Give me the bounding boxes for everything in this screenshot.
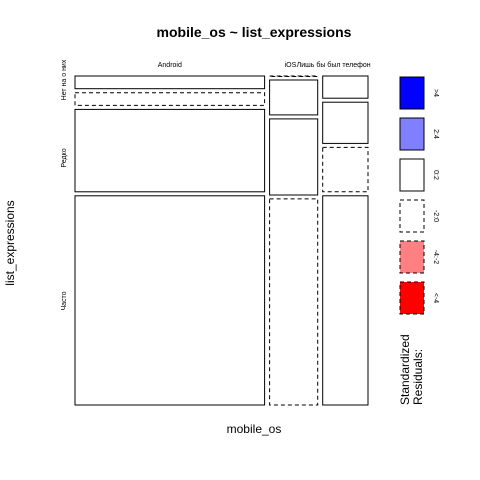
x-tick-label-лишь-бы-был-телефон: Лишь бы был телефон — [297, 61, 371, 69]
x-axis-label: mobile_os — [227, 422, 282, 436]
x-tick-label-android: Android — [158, 62, 182, 69]
legend-swatch-2 — [399, 117, 425, 151]
mosaic-cell-android-редко — [74, 108, 266, 193]
mosaic-cell-android-нет-на-о-них — [74, 92, 266, 106]
mosaic-cells — [74, 75, 369, 406]
legend-swatch-4 — [399, 199, 425, 233]
legend-label-2: 2:4 — [432, 129, 439, 139]
legend-swatch-1 — [399, 76, 425, 110]
y-tick-label-редко: Редко — [61, 148, 68, 167]
legend-title: StandardizedResiduals: — [398, 334, 425, 405]
x-category-labels: Android iOS Лишь бы был телефон — [158, 61, 371, 69]
legend-title-line-1: Standardized — [398, 334, 412, 405]
mosaic-cell-лишь-бы-был-телефон-нет — [322, 75, 369, 99]
mosaic-cell-ios-редко — [269, 118, 319, 196]
legend-swatch-6 — [399, 281, 425, 315]
mosaic-cell-ios-нет-на-о-них — [269, 79, 319, 116]
legend-title-line-2: Residuals: — [411, 349, 425, 405]
mosaic-cell-ios-нет — [269, 75, 319, 77]
y-tick-label-часто: Часто — [61, 291, 68, 310]
mosaic-cell-android-часто — [74, 195, 266, 406]
mosaic-cell-ios-часто — [269, 198, 319, 406]
mosaic-cell-android-нет — [74, 75, 266, 90]
y-tick-label-нет-на-о-них: Нет на о них — [61, 59, 68, 100]
legend-label-1: >4 — [432, 89, 439, 97]
mosaic-cell-лишь-бы-был-телефон-редко — [322, 146, 369, 193]
legend-swatch-5 — [399, 240, 425, 274]
x-tick-label-ios: iOS — [285, 62, 297, 69]
legend: StandardizedResiduals: >4 2:4 0:2 -2:0 -4:-2… — [398, 76, 439, 405]
legend-label-3: 0:2 — [432, 170, 439, 180]
chart-title: mobile_os ~ list_expressions — [157, 24, 352, 40]
legend-label-4: -2:0 — [432, 210, 439, 222]
y-axis-label: list_expressions — [3, 200, 17, 285]
legend-label-6: <-4 — [432, 293, 439, 303]
legend-swatch-3 — [399, 158, 425, 192]
mosaic-cell-лишь-бы-был-телефон-нет-на-о-них — [322, 101, 369, 144]
mosaic-cell-лишь-бы-был-телефон-часто — [322, 195, 369, 406]
legend-label-5: -4:-2 — [432, 250, 439, 265]
y-category-labels: Нет на о них Редко Часто — [61, 59, 68, 310]
